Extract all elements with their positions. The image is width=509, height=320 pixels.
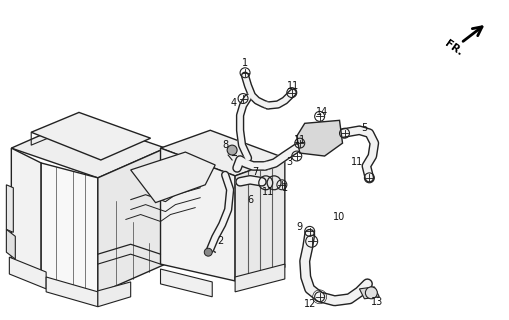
Polygon shape: [9, 257, 46, 289]
Polygon shape: [160, 269, 212, 297]
Circle shape: [204, 248, 212, 256]
Text: 14: 14: [316, 108, 328, 117]
Circle shape: [227, 145, 237, 155]
Polygon shape: [6, 185, 13, 232]
Text: 1: 1: [282, 183, 288, 193]
Polygon shape: [41, 163, 98, 294]
Polygon shape: [235, 158, 285, 281]
Circle shape: [365, 287, 377, 299]
Polygon shape: [11, 148, 41, 279]
Polygon shape: [235, 264, 285, 292]
Polygon shape: [31, 112, 151, 160]
Text: 7: 7: [252, 167, 258, 177]
Text: 2: 2: [217, 236, 223, 246]
Polygon shape: [131, 152, 215, 203]
Polygon shape: [297, 120, 343, 156]
Polygon shape: [98, 148, 165, 294]
Text: 1: 1: [242, 58, 248, 68]
Text: 10: 10: [333, 212, 346, 222]
Text: 11: 11: [262, 187, 274, 197]
Text: 11: 11: [294, 135, 306, 145]
Text: 12: 12: [303, 299, 316, 309]
Text: FR.: FR.: [443, 38, 465, 58]
Text: 13: 13: [371, 297, 383, 307]
Text: 6: 6: [247, 195, 253, 205]
Polygon shape: [160, 130, 285, 176]
Polygon shape: [359, 287, 379, 299]
Polygon shape: [46, 277, 98, 307]
Polygon shape: [6, 229, 15, 259]
Text: 8: 8: [222, 140, 228, 150]
Text: 11: 11: [351, 157, 363, 167]
Text: 5: 5: [361, 123, 367, 133]
Polygon shape: [160, 148, 235, 281]
Polygon shape: [11, 118, 165, 178]
Text: 3: 3: [287, 157, 293, 167]
Text: 9: 9: [297, 222, 303, 232]
Text: 4: 4: [231, 99, 237, 108]
Polygon shape: [98, 282, 131, 307]
Text: 11: 11: [287, 81, 299, 91]
